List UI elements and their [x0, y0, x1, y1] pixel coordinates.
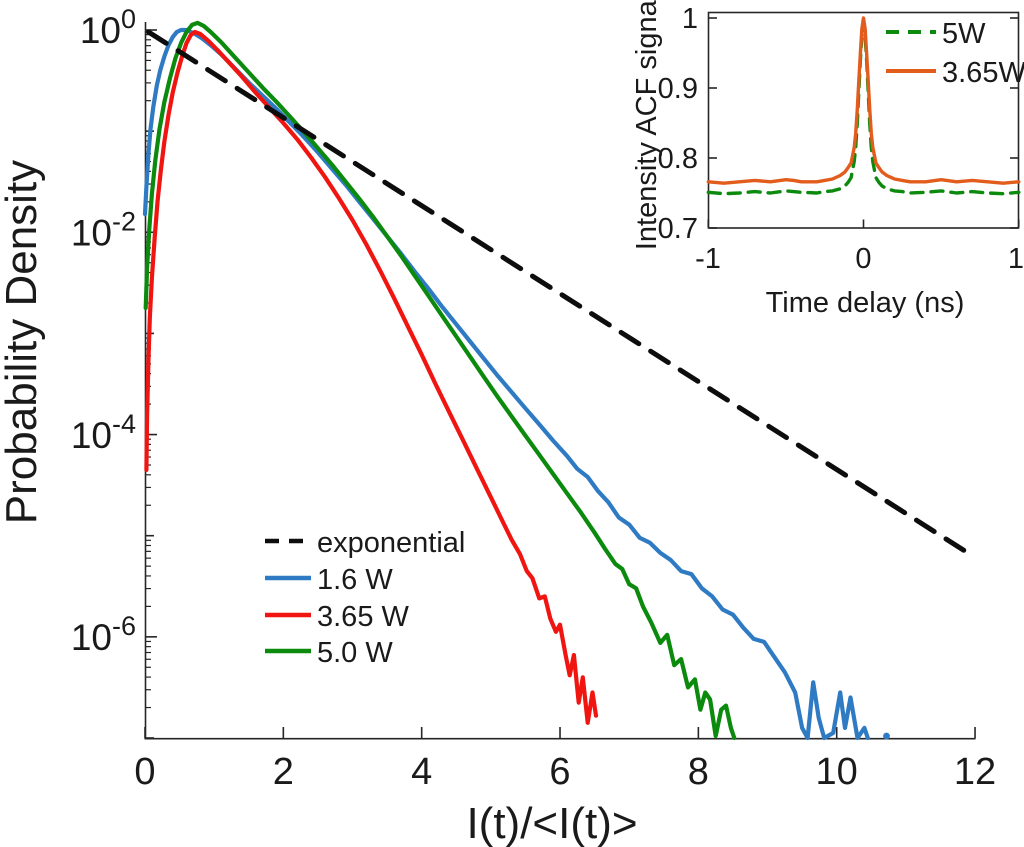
- inset-y-tick-0.9: 0.9: [658, 73, 698, 105]
- inset-y-axis-label: Intensity ACF signal: [631, 0, 663, 250]
- inset-y-tick-0.7: 0.7: [658, 213, 698, 245]
- series-3.65-w: [144, 29, 599, 725]
- inset-legend: 5W 3.65W: [886, 18, 1024, 89]
- inset-x-tick--1: -1: [695, 243, 721, 275]
- main-plot: 0 2 4 6 8 10 12 100 10-2 10-4 10-6 I(t)/…: [0, 4, 996, 847]
- inset-legend-label-5w: 5W: [942, 18, 986, 50]
- legend-label-exponential: exponential: [317, 527, 465, 559]
- main-curves: [142, 20, 972, 741]
- y-tick-1e-4: 10-4: [71, 409, 136, 456]
- inset-ticks: [707, 17, 1020, 229]
- inset-series-3.65w: [706, 16, 1021, 185]
- inset-x-tick-1: 1: [1008, 243, 1024, 275]
- x-tick-2: 2: [273, 751, 294, 793]
- inset-curves: [706, 16, 1021, 196]
- inset-y-tick-0.8: 0.8: [658, 143, 698, 175]
- main-y-tick-labels: 100 10-2 10-4 10-6: [71, 4, 136, 658]
- series-1.6-w-outlier-point: [883, 732, 890, 740]
- x-tick-0: 0: [134, 751, 155, 793]
- x-tick-12: 12: [954, 751, 996, 793]
- series-5.0-w: [143, 20, 737, 741]
- x-tick-8: 8: [688, 751, 709, 793]
- main-x-tick-labels: 0 2 4 6 8 10 12: [134, 751, 996, 793]
- y-tick-1e0: 100: [80, 4, 136, 51]
- series-1.6-w: [142, 27, 870, 741]
- series-exponential: [146, 29, 972, 557]
- x-tick-6: 6: [549, 751, 570, 793]
- main-legend: exponential 1.6 W 3.65 W 5.0 W: [265, 527, 465, 669]
- inset-plot: 0.7 0.8 0.9 1 -1 0 1 Time delay (ns) Int…: [631, 0, 1024, 319]
- main-x-ticks: [144, 727, 976, 739]
- inset-legend-label-3.65w: 3.65W: [942, 57, 1024, 89]
- main-y-axis-label: Probability Density: [0, 160, 46, 524]
- inset-x-tick-labels: -1 0 1: [695, 243, 1024, 275]
- inset-box: [707, 11, 1020, 229]
- y-tick-1e-6: 10-6: [71, 611, 136, 658]
- y-tick-1e-2: 10-2: [71, 207, 136, 254]
- legend-label-1.6w: 1.6 W: [317, 564, 393, 596]
- legend-label-5.0w: 5.0 W: [317, 637, 393, 669]
- inset-x-tick-0: 0: [855, 243, 871, 275]
- inset-x-axis-label: Time delay (ns): [766, 287, 965, 319]
- x-tick-4: 4: [411, 751, 432, 793]
- legend-label-3.65w: 3.65 W: [317, 601, 409, 633]
- main-x-axis-label: I(t)/<I(t)>: [466, 799, 637, 847]
- inset-y-tick-1: 1: [682, 3, 698, 35]
- x-tick-10: 10: [816, 751, 858, 793]
- inset-y-tick-labels: 0.7 0.8 0.9 1: [658, 3, 698, 245]
